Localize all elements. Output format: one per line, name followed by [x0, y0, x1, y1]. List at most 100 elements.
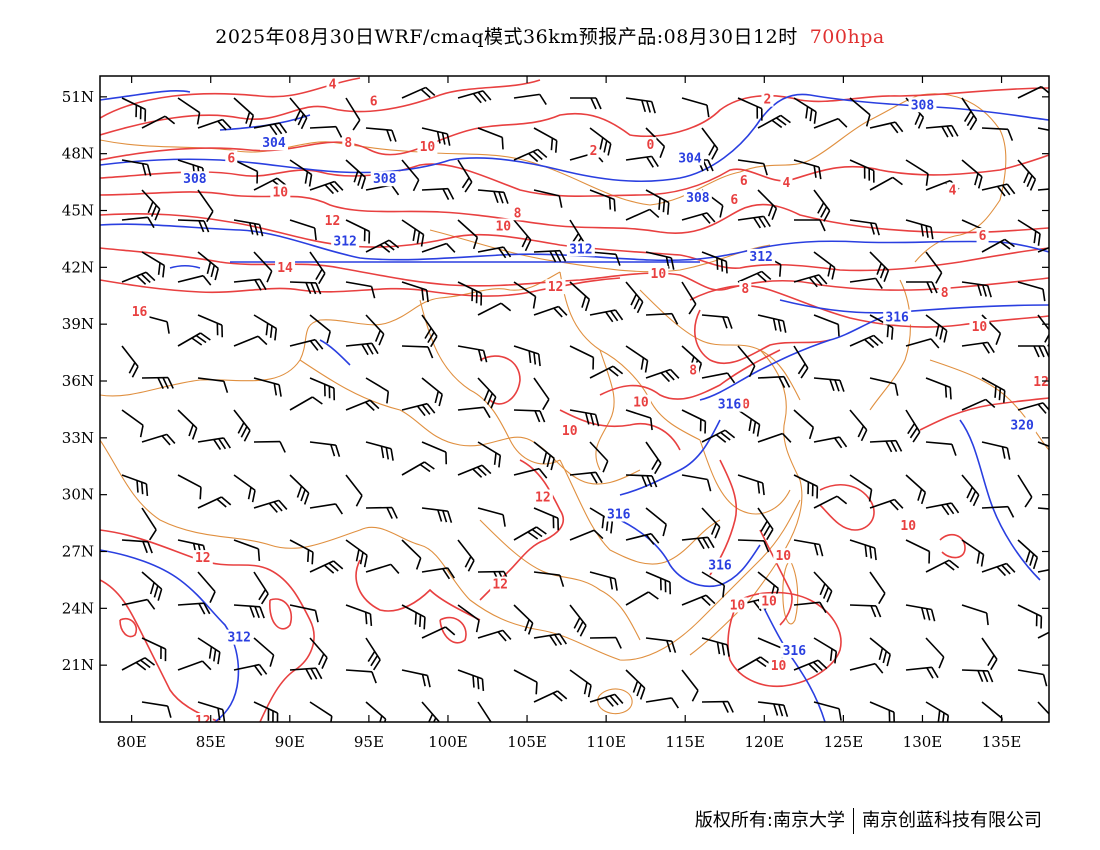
- wind-barb: [1037, 127, 1049, 134]
- wind-barb: [1017, 402, 1049, 414]
- height-contour-label: 308: [183, 172, 207, 187]
- wind-barb: [121, 97, 147, 122]
- lat-label: 36N: [62, 372, 94, 390]
- wind-barb: [477, 629, 512, 642]
- wind-barb: [1018, 345, 1049, 358]
- temperature-contour-label: 10: [495, 220, 511, 235]
- wind-barb: [905, 474, 927, 505]
- temperature-label-bg: [275, 260, 296, 276]
- wind-barb: [513, 148, 548, 163]
- wind-barb: [869, 439, 903, 453]
- wind-barb: [177, 474, 202, 500]
- lon-label: 135E: [982, 733, 1022, 751]
- wind-barb: [457, 345, 488, 363]
- temperature-contour: [100, 277, 621, 297]
- wind-barb: [253, 314, 278, 341]
- korea-japan-coast: [869, 279, 1049, 451]
- wind-barb: [681, 669, 699, 702]
- wind-barb: [253, 251, 273, 283]
- wind-barb: [365, 314, 385, 346]
- wind-barb: [757, 432, 792, 443]
- wind-barb: [961, 159, 983, 189]
- temperature-contour-label: 4: [329, 77, 337, 92]
- wind-barb: [309, 441, 341, 457]
- wind-barb: [421, 567, 456, 580]
- temperature-label-bg: [727, 597, 748, 613]
- wind-barb: [421, 377, 443, 407]
- temperature-contour-label: 14: [277, 261, 293, 276]
- axis-ticks: 51N 48N 45N 42N 39N 36N 33N 30N 27N 24N 21N 80E 85E 9…: [62, 76, 1049, 751]
- lon-label: 85E: [196, 733, 226, 751]
- wind-barb: [813, 117, 848, 129]
- wind-barb: [869, 571, 886, 605]
- province-border-7: [699, 439, 791, 515]
- wind-barb: [477, 246, 512, 259]
- temperature-contour-label: 4: [949, 184, 957, 199]
- wind-barb: [813, 571, 833, 603]
- temperature-contour-label: 10: [972, 320, 988, 335]
- wind-barb: [1017, 159, 1037, 191]
- wind-barb: [589, 693, 624, 707]
- wind-barb: [513, 93, 547, 106]
- wind-barb: [421, 242, 456, 253]
- wind-barb: [589, 127, 612, 156]
- wind-barb: [289, 667, 323, 680]
- province-border-1: [299, 359, 641, 485]
- temperature-label-bg: [768, 658, 789, 674]
- height-contour-label: 316: [885, 310, 909, 325]
- wind-barb: [849, 97, 871, 127]
- wind-barb: [253, 571, 269, 605]
- wind-barb: [365, 127, 397, 142]
- wind-barb: [981, 562, 1016, 577]
- wind-barb: [513, 409, 546, 423]
- wind-barb: [569, 529, 604, 541]
- wind-barb: [477, 189, 509, 204]
- wind-barb: [569, 345, 595, 370]
- wind-barb: [737, 215, 771, 229]
- wind-barb: [625, 591, 659, 606]
- wind-barb: [701, 127, 719, 160]
- wind-barb: [981, 441, 1011, 460]
- wind-barb: [1017, 85, 1049, 99]
- wind-barb: [533, 189, 563, 208]
- height-label-bg: [883, 309, 912, 325]
- wind-barb: [1037, 701, 1049, 722]
- wind-barb: [289, 539, 314, 565]
- wind-barb: [253, 440, 286, 453]
- lon-label: 115E: [665, 733, 705, 751]
- temperature-label-bg: [773, 548, 794, 564]
- wind-barb: [289, 338, 324, 351]
- temperature-contour: [599, 349, 781, 400]
- wind-barb: [813, 701, 842, 721]
- wind-barb: [345, 342, 379, 356]
- wind-barb: [1017, 474, 1033, 508]
- wind-barb: [645, 571, 672, 595]
- wind-barb: [177, 97, 201, 125]
- temperature-contour-label: 10: [771, 659, 787, 674]
- wind-barb: [925, 441, 957, 456]
- temperature-contour-label: 10: [272, 185, 288, 200]
- wind-barb: [309, 701, 333, 722]
- temperature-contour-label: 6: [370, 95, 378, 110]
- height-contour-label: 320: [1010, 418, 1034, 433]
- wind-barb: [345, 474, 363, 507]
- wind-barb: [569, 669, 592, 698]
- temperature-contour-label: 10: [761, 595, 777, 610]
- temperature-contour-label: 6: [227, 151, 235, 166]
- temperature-contour-label: 0: [647, 138, 655, 153]
- province-border-3: [559, 271, 701, 441]
- wind-barb: [961, 474, 980, 507]
- wind-barb: [141, 189, 161, 221]
- wind-barb: [589, 365, 624, 379]
- province-border-6: [479, 519, 641, 641]
- wind-barb: [121, 345, 139, 378]
- wind-barb: [961, 97, 978, 131]
- temperature-label-bg: [1031, 373, 1049, 389]
- wind-barb: [757, 375, 791, 388]
- temperature-contour-label: 10: [420, 140, 436, 155]
- wind-barb: [1037, 241, 1049, 253]
- wind-barb: [981, 377, 1006, 403]
- wind-barb: [253, 122, 288, 136]
- height-contour-label: 316: [718, 398, 742, 413]
- wind-barb: [309, 377, 336, 401]
